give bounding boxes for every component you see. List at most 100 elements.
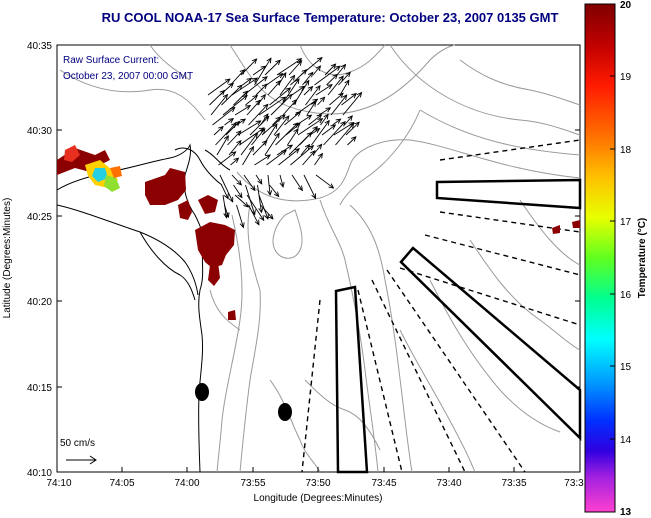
current-vector-head — [310, 150, 316, 156]
current-vector — [341, 93, 357, 106]
current-vector — [242, 146, 254, 166]
current-vector — [230, 69, 245, 86]
current-vector-head — [291, 99, 298, 105]
current-vector-head — [246, 77, 253, 84]
current-vector — [309, 128, 320, 136]
current-vector-head — [275, 80, 282, 86]
x-tick-label: 73:45 — [371, 478, 396, 489]
current-vector — [303, 174, 316, 199]
current-vector-head — [219, 89, 226, 96]
current-vector-head — [233, 157, 240, 163]
current-vector — [291, 174, 303, 191]
current-vector-head — [281, 149, 287, 155]
y-axis: 40:35 40:30 40:25 40:20 40:15 40:10 Lati… — [2, 41, 580, 479]
current-vector-head — [272, 123, 278, 130]
current-vector-head — [350, 136, 357, 142]
current-vector-head — [294, 78, 300, 85]
current-vector — [246, 194, 265, 221]
current-vector-head — [341, 94, 348, 101]
current-vector — [284, 111, 301, 126]
current-vector — [312, 65, 321, 76]
current-vector — [285, 123, 301, 136]
current-vector — [338, 72, 351, 86]
current-vector — [210, 94, 228, 116]
current-vector — [236, 204, 244, 228]
current-vector-head — [287, 144, 294, 150]
current-vector-head — [293, 128, 299, 134]
x-tick-label: 73:35 — [501, 478, 526, 489]
current-vector — [297, 118, 323, 136]
polygon-south — [334, 285, 369, 474]
current-vector-head — [306, 131, 313, 138]
current-vector-head — [245, 105, 252, 111]
current-vector-head — [317, 152, 324, 159]
current-vector — [269, 184, 279, 197]
current-vector-head — [274, 132, 280, 139]
current-vector — [296, 114, 312, 126]
current-vector-head — [312, 126, 318, 132]
current-vector-head — [304, 143, 311, 150]
current-vector-head — [263, 115, 270, 122]
current-vector — [255, 83, 268, 96]
current-vector — [239, 127, 265, 146]
current-vector — [290, 69, 307, 86]
current-vector-head — [257, 178, 263, 185]
colorbar-tick: 19 — [620, 72, 632, 83]
current-vector-head — [354, 121, 360, 128]
x-tick-label: 74:05 — [109, 478, 134, 489]
current-vector — [314, 153, 323, 166]
current-label-line1: Raw Surface Current: — [63, 55, 159, 66]
current-vector-head — [265, 154, 272, 160]
x-tick-label: 73:50 — [305, 478, 330, 489]
current-vector — [269, 87, 291, 106]
current-vector-head — [289, 74, 296, 81]
y-tick-label: 40:35 — [27, 41, 52, 52]
colorbar-gradient — [584, 3, 616, 513]
current-vector — [225, 121, 240, 136]
current-vector — [251, 128, 266, 146]
current-vector-head — [261, 140, 268, 146]
current-vector — [291, 85, 305, 96]
current-vector-head — [229, 106, 236, 113]
current-vector — [342, 92, 362, 116]
current-vector — [219, 174, 234, 203]
current-vector-head — [267, 190, 273, 196]
colorbar-tick: 17 — [620, 217, 632, 228]
current-vector-head — [224, 212, 230, 219]
current-vector — [278, 148, 300, 166]
x-tick-label: 73:40 — [436, 478, 461, 489]
colorbar: 20 19 18 17 16 15 14 13 Temperature (°C) — [584, 0, 648, 518]
current-vector — [315, 174, 334, 189]
x-tick-label: 74:10 — [46, 478, 71, 489]
current-vector — [209, 90, 225, 106]
current-vector — [255, 174, 263, 185]
current-vector-head — [223, 134, 229, 141]
current-vector — [258, 194, 269, 220]
current-vector — [276, 144, 293, 156]
current-vector — [252, 65, 266, 76]
current-vector — [254, 58, 272, 86]
current-vector-head — [255, 120, 262, 126]
current-vector — [318, 107, 331, 116]
current-vector-head — [239, 222, 245, 229]
current-vector-head — [258, 207, 264, 214]
current-vector — [207, 78, 231, 96]
current-vector — [267, 174, 271, 195]
current-vector-head — [338, 92, 344, 99]
current-vector — [306, 101, 316, 116]
current-vector-head — [273, 191, 280, 198]
sst-gradient-blob — [64, 145, 122, 192]
current-vector — [324, 63, 336, 76]
current-vector — [272, 116, 281, 126]
current-vector — [270, 94, 293, 116]
current-vector-head — [251, 58, 258, 64]
current-vector-head — [223, 193, 229, 200]
current-vector — [266, 73, 283, 86]
current-vector-head — [268, 213, 274, 220]
current-vector — [323, 121, 346, 146]
current-vector — [287, 128, 299, 146]
current-vector — [248, 104, 269, 126]
current-vector-head — [263, 213, 269, 220]
current-vector-head — [344, 79, 350, 86]
y-tick-label: 40:10 — [27, 468, 52, 479]
